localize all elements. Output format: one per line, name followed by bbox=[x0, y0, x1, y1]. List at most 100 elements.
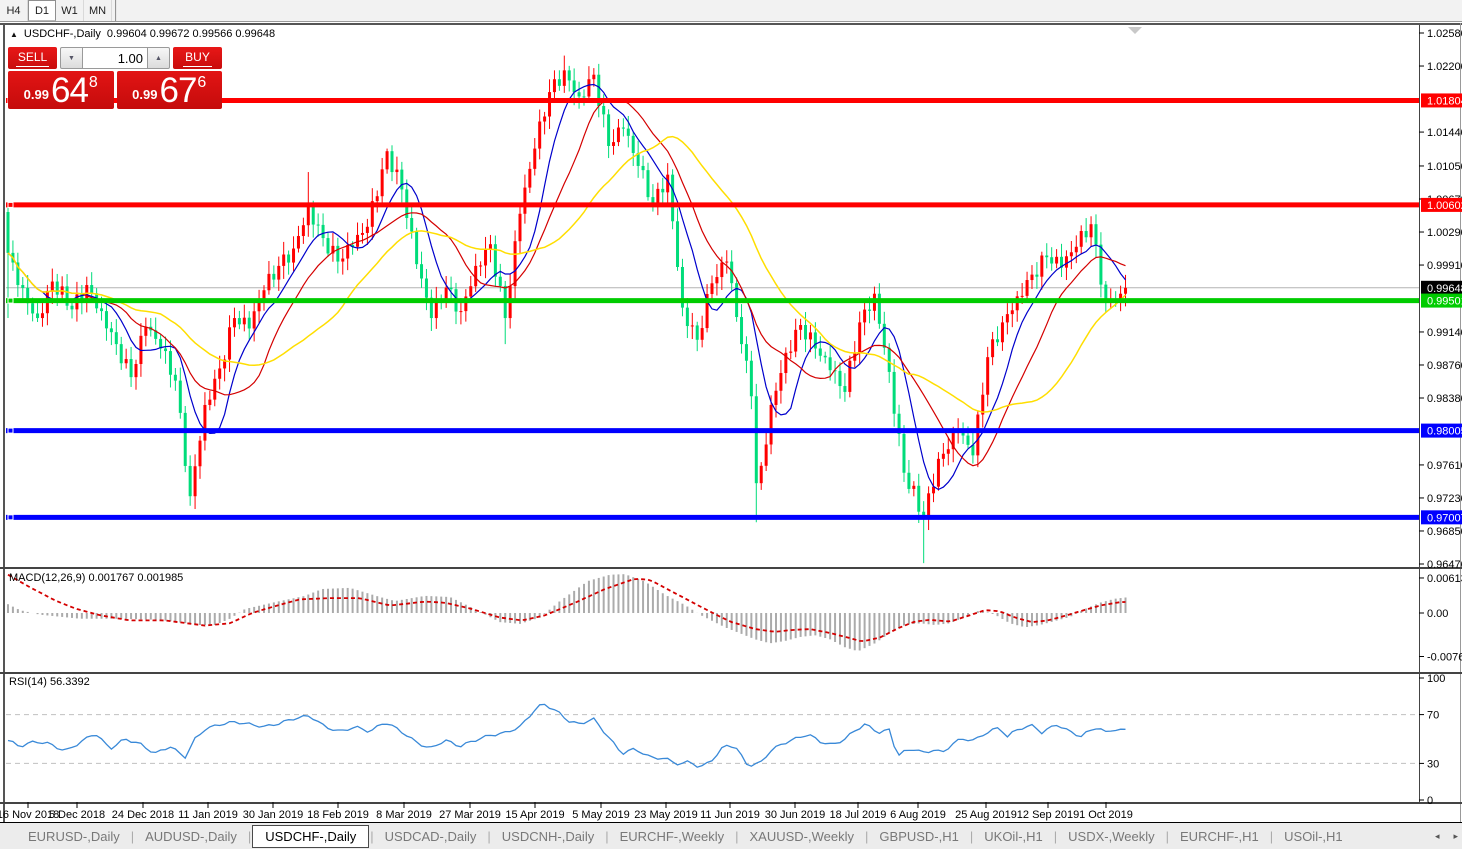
rsi-line bbox=[7, 703, 1126, 768]
chart-tab-usdcnh-daily[interactable]: USDCNH-,Daily bbox=[501, 828, 595, 844]
svg-text:0.97007: 0.97007 bbox=[1427, 512, 1462, 524]
buy-button[interactable]: BUY bbox=[173, 47, 222, 69]
tab-scroll-left-icon[interactable]: ◂ bbox=[1434, 830, 1440, 841]
svg-text:12 Sep 2019: 12 Sep 2019 bbox=[1017, 809, 1079, 821]
tab-separator: | bbox=[130, 828, 135, 844]
hline-anchor-marker[interactable] bbox=[7, 514, 14, 521]
svg-text:16 Nov 2018: 16 Nov 2018 bbox=[0, 809, 59, 821]
tab-separator: | bbox=[1165, 828, 1170, 844]
sell-price-display[interactable]: 0.99 64 8 bbox=[8, 71, 114, 109]
chart-canvas[interactable]: 1.025801.022001.014401.010501.006701.002… bbox=[0, 22, 1462, 822]
tab-separator: | bbox=[370, 828, 374, 844]
one-click-trade-panel: SELL ▼ ▲ BUY 0.99 64 8 0.99 bbox=[8, 47, 222, 109]
macd-signal-line bbox=[7, 573, 1126, 642]
hline-anchor-marker[interactable] bbox=[7, 297, 14, 304]
svg-text:25 Aug 2019: 25 Aug 2019 bbox=[955, 809, 1017, 821]
chart-tab-xauusd-weekly[interactable]: XAUUSD-,Weekly bbox=[749, 828, 855, 844]
buy-price-big-digits: 67 bbox=[159, 71, 197, 110]
chart-tab-usdcad-daily[interactable]: USDCAD-,Daily bbox=[384, 828, 477, 844]
svg-text:11 Jan 2019: 11 Jan 2019 bbox=[178, 809, 238, 821]
chart-tab-audusd-daily[interactable]: AUDUSD-,Daily bbox=[145, 828, 237, 844]
timeframe-button-w1[interactable]: W1 bbox=[56, 0, 84, 21]
buy-price-display[interactable]: 0.99 67 6 bbox=[116, 71, 222, 110]
chart-tab-usdx-weekly[interactable]: USDX-,Weekly bbox=[1068, 828, 1155, 844]
moving-average-16 bbox=[7, 98, 1126, 467]
tab-separator: | bbox=[735, 828, 739, 844]
volume-input[interactable] bbox=[83, 47, 147, 69]
svg-text:18 Feb 2019: 18 Feb 2019 bbox=[307, 809, 369, 821]
volume-increase-button[interactable]: ▲ bbox=[147, 47, 170, 69]
chevron-down-icon: ▼ bbox=[68, 54, 75, 62]
chart-tab-eurchf-weekly[interactable]: EURCHF-,Weekly bbox=[619, 828, 725, 844]
timeframe-button-h4[interactable]: H4 bbox=[0, 0, 28, 21]
tab-separator: | bbox=[1053, 828, 1058, 844]
tab-separator: | bbox=[1269, 828, 1274, 844]
buy-price-prefix: 0.99 bbox=[132, 87, 158, 102]
svg-text:5 Dec 2018: 5 Dec 2018 bbox=[49, 809, 105, 821]
price-badge-0.99501 bbox=[1421, 293, 1462, 308]
chart-tab-bar: EURUSD-,Daily | AUDUSD-,Daily | USDCHF-,Dail… bbox=[0, 822, 1462, 849]
sell-price-big-digits: 64 bbox=[50, 71, 89, 110]
svg-text:30: 30 bbox=[1427, 758, 1439, 770]
price-badge-0.99648 bbox=[1421, 280, 1462, 295]
timeframe-button-d1[interactable]: D1 bbox=[28, 0, 56, 21]
volume-decrease-button[interactable]: ▼ bbox=[60, 47, 83, 69]
svg-text:27 Mar 2019: 27 Mar 2019 bbox=[439, 809, 501, 821]
svg-text:11 Jun 2019: 11 Jun 2019 bbox=[700, 809, 760, 821]
moving-average-8 bbox=[7, 83, 1126, 491]
toolbar-divider bbox=[112, 0, 117, 21]
svg-text:1.02580: 1.02580 bbox=[1427, 28, 1462, 40]
chart-ohlc-values: 0.99604 0.99672 0.99566 0.99648 bbox=[106, 28, 276, 40]
price-badge-1.00602 bbox=[1421, 197, 1462, 212]
tab-separator: | bbox=[865, 828, 869, 844]
price-badge-0.97007 bbox=[1421, 510, 1462, 525]
sell-button[interactable]: SELL bbox=[8, 47, 57, 69]
chart-tab-eurchf-h1[interactable]: EURCHF-,H1 bbox=[1180, 828, 1259, 844]
price-axis[interactable]: 1.025801.022001.014401.010501.006701.002… bbox=[1419, 28, 1462, 807]
chart-tab-gbpusd-h1[interactable]: GBPUSD-,H1 bbox=[879, 828, 959, 844]
chart-top-border bbox=[0, 23, 1462, 25]
tab-separator: | bbox=[969, 828, 974, 844]
one-click-collapse-icon[interactable]: ▲ bbox=[10, 29, 18, 39]
chart-header: ▲ USDCHF-,Daily 0.99604 0.99672 0.99566 … bbox=[10, 28, 275, 40]
svg-text:1.01050: 1.01050 bbox=[1427, 161, 1462, 173]
tab-scroll-right-icon[interactable]: ▸ bbox=[1453, 830, 1458, 841]
timeframe-toolbar: H4 D1 W1 MN bbox=[0, 0, 1462, 22]
svg-text:70: 70 bbox=[1427, 710, 1439, 722]
timeframe-button-mn[interactable]: MN bbox=[84, 0, 112, 21]
svg-text:100: 100 bbox=[1427, 673, 1445, 685]
svg-text:0.00613: 0.00613 bbox=[1427, 573, 1462, 585]
chart-tab-ukoil-h1[interactable]: UKOil-,H1 bbox=[984, 828, 1043, 844]
panel-separator[interactable] bbox=[0, 567, 1462, 569]
chart-left-border bbox=[3, 23, 5, 822]
hline-anchor-marker[interactable] bbox=[7, 201, 14, 208]
panel-separator[interactable] bbox=[0, 802, 1462, 804]
svg-text:1.01440: 1.01440 bbox=[1427, 127, 1462, 139]
svg-text:5 May 2019: 5 May 2019 bbox=[572, 809, 629, 821]
chart-tab-usoil-h1[interactable]: USOil-,H1 bbox=[1284, 828, 1343, 844]
svg-text:6 Aug 2019: 6 Aug 2019 bbox=[890, 809, 946, 821]
chart-tab-usdchf-daily[interactable]: USDCHF-,Daily bbox=[252, 824, 370, 848]
hline-anchor-marker[interactable] bbox=[7, 427, 14, 434]
svg-text:0: 0 bbox=[1427, 795, 1433, 807]
tab-separator: | bbox=[247, 828, 252, 844]
chart-shift-marker-icon[interactable] bbox=[1128, 27, 1142, 34]
svg-text:8 Mar 2019: 8 Mar 2019 bbox=[376, 809, 432, 821]
price-badge-1.01804 bbox=[1421, 93, 1462, 108]
macd-indicator-label: MACD(12,26,9) 0.001767 0.001985 bbox=[9, 572, 184, 584]
svg-text:30 Jun 2019: 30 Jun 2019 bbox=[765, 809, 826, 821]
svg-text:1.01804: 1.01804 bbox=[1427, 95, 1462, 107]
chart-tab-eurusd-daily[interactable]: EURUSD-,Daily bbox=[28, 828, 120, 844]
panel-separator[interactable] bbox=[0, 672, 1462, 674]
svg-text:0.00: 0.00 bbox=[1427, 608, 1448, 620]
